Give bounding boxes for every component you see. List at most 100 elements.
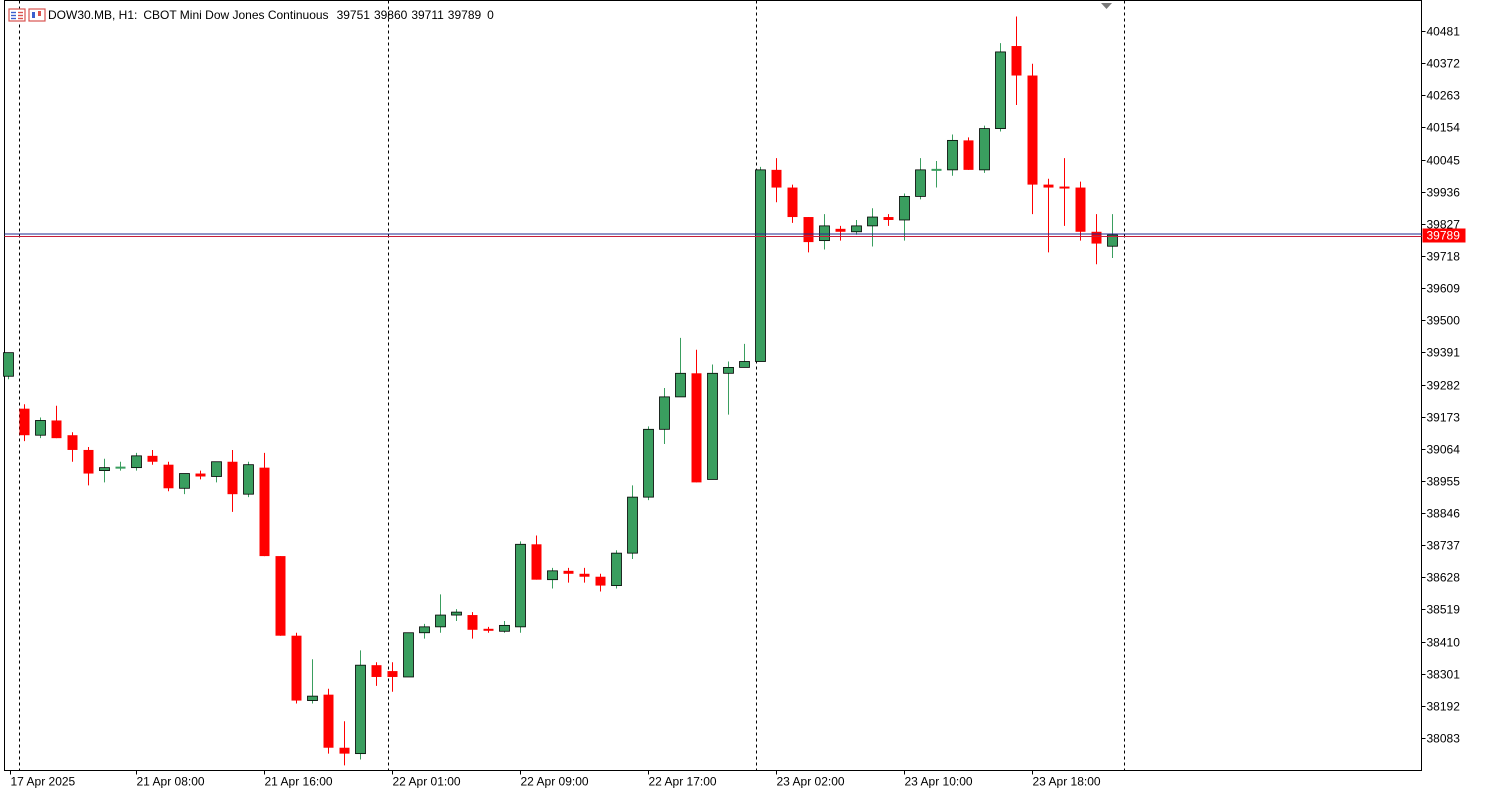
candle[interactable] <box>1043 178 1054 253</box>
candle[interactable] <box>547 567 558 589</box>
candle[interactable] <box>1075 181 1086 241</box>
candle[interactable] <box>899 193 910 241</box>
price-tick-label: 39500 <box>1427 314 1461 328</box>
candle-body <box>1011 46 1022 76</box>
current-price-tag-bg <box>1422 228 1466 243</box>
price-tick-label: 39936 <box>1427 186 1461 200</box>
candle-body <box>99 467 110 471</box>
candle[interactable] <box>227 449 238 512</box>
candle[interactable] <box>291 632 302 704</box>
candle[interactable] <box>915 158 926 200</box>
time-tick-label: 23 Apr 02:00 <box>777 775 845 789</box>
candle[interactable] <box>467 612 478 639</box>
candle[interactable] <box>691 349 702 483</box>
candle[interactable] <box>483 626 494 633</box>
candle[interactable] <box>595 573 606 592</box>
candle[interactable] <box>387 662 398 692</box>
candle[interactable] <box>51 405 62 439</box>
candle[interactable] <box>147 449 158 465</box>
candle-body <box>339 747 350 754</box>
candle-body <box>627 496 638 554</box>
candle[interactable] <box>723 361 734 415</box>
candle[interactable] <box>195 470 206 480</box>
candle[interactable] <box>931 161 942 188</box>
candle[interactable] <box>1027 63 1038 215</box>
candle-body <box>291 635 302 701</box>
candle-body <box>1107 234 1118 247</box>
day-separators <box>19 0 1125 771</box>
candle[interactable] <box>867 208 878 247</box>
candle[interactable] <box>659 388 670 445</box>
candle[interactable] <box>67 432 78 462</box>
candle[interactable] <box>835 225 846 241</box>
candle[interactable] <box>995 43 1006 132</box>
candle[interactable] <box>435 594 446 633</box>
candle[interactable] <box>3 352 14 380</box>
time-tick-label: 23 Apr 18:00 <box>1033 775 1101 789</box>
candle[interactable] <box>531 535 542 580</box>
candle[interactable] <box>419 623 430 639</box>
candle[interactable] <box>339 721 350 766</box>
candle-body <box>995 51 1006 129</box>
candle-body <box>355 664 366 755</box>
candle[interactable] <box>803 217 814 253</box>
candle[interactable] <box>819 214 830 250</box>
candle[interactable] <box>611 550 622 589</box>
candle[interactable] <box>675 337 686 398</box>
time-axis[interactable]: 17 Apr 2025 21 Apr 08:00 21 Apr 16:00 22 Ap… <box>10 770 1101 789</box>
time-tick-label: 17 Apr 2025 <box>11 775 76 789</box>
candle[interactable] <box>323 688 334 754</box>
candle[interactable] <box>179 473 190 495</box>
candle[interactable] <box>163 461 174 492</box>
trade-panel-icon[interactable] <box>8 8 26 22</box>
shift-marker-icon[interactable] <box>1101 3 1112 9</box>
candle[interactable] <box>19 404 30 442</box>
candle[interactable] <box>963 137 974 170</box>
candle-body <box>947 139 958 171</box>
candle[interactable] <box>35 417 46 439</box>
candle[interactable] <box>307 659 318 704</box>
candle[interactable] <box>1011 16 1022 106</box>
candle[interactable] <box>451 609 462 621</box>
candle[interactable] <box>755 166 766 362</box>
candle[interactable] <box>739 343 750 368</box>
candle[interactable] <box>403 632 414 678</box>
candle[interactable] <box>211 461 222 483</box>
candle[interactable] <box>579 567 590 583</box>
candle[interactable] <box>883 214 894 226</box>
candle[interactable] <box>99 458 110 483</box>
price-tick-label: 40481 <box>1427 25 1461 39</box>
candle[interactable] <box>115 461 126 471</box>
candle[interactable] <box>1091 214 1102 265</box>
candle-body <box>771 169 782 188</box>
candle-body <box>579 573 590 577</box>
candle[interactable] <box>499 620 510 633</box>
candle[interactable] <box>1059 158 1070 226</box>
current-price-tag[interactable]: 39789 <box>1422 228 1466 243</box>
candle-body <box>387 671 398 677</box>
candle[interactable] <box>355 650 366 760</box>
candle[interactable] <box>643 426 654 501</box>
candle[interactable] <box>131 452 142 471</box>
candle[interactable] <box>851 219 862 235</box>
candle[interactable] <box>259 452 270 557</box>
candle[interactable] <box>515 541 526 633</box>
candle[interactable] <box>979 125 990 173</box>
candle[interactable] <box>243 461 254 498</box>
candle-body <box>739 361 750 368</box>
chart-window-icon[interactable] <box>28 8 46 22</box>
candle[interactable] <box>787 184 798 223</box>
price-axis[interactable]: 40481 40372 40263 40154 40045 39936 39827 39718… <box>1421 25 1466 746</box>
candle[interactable] <box>563 567 574 583</box>
candle-body <box>1075 187 1086 232</box>
candle[interactable] <box>275 556 286 636</box>
candle[interactable] <box>627 485 638 560</box>
candle[interactable] <box>83 447 94 486</box>
ohlc-low: 39711 <box>411 8 444 22</box>
candle[interactable] <box>947 134 958 176</box>
candle-body <box>691 373 702 483</box>
candle[interactable] <box>371 662 382 686</box>
candle[interactable] <box>707 364 718 480</box>
candle[interactable] <box>771 158 782 203</box>
